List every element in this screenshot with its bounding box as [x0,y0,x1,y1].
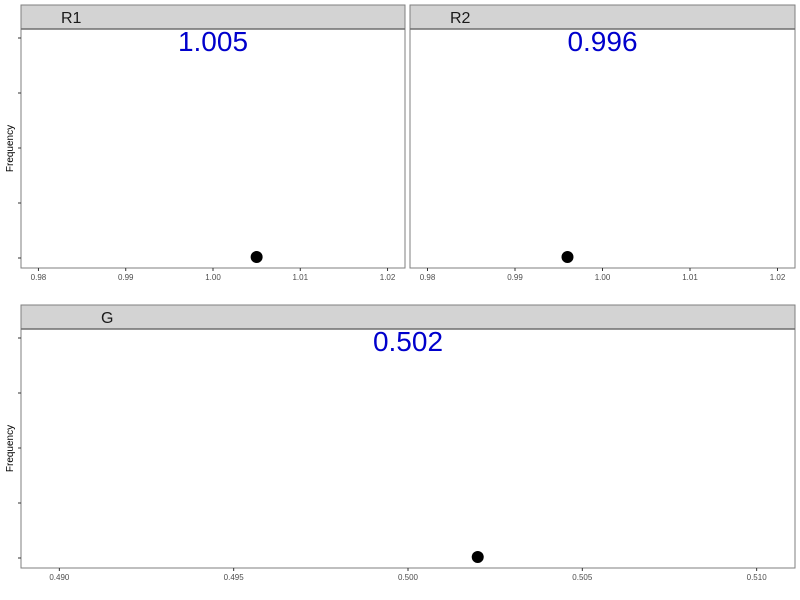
x-tick-label: 0.99 [118,273,134,282]
panel-r1: R1 1.005 0.98 0.99 1.00 1.01 1.02 Frequency [5,4,406,282]
x-tick-label: 1.02 [380,273,396,282]
panel-r2: R2 0.996 0.98 0.99 1.00 1.01 1.02 [409,4,796,282]
data-point [471,551,484,563]
x-tick-label: 0.500 [398,573,419,582]
panel-g: G 0.502 0.490 0.495 0.500 0.505 0.510 Frequency [5,304,796,582]
x-tick-label: 0.99 [507,273,523,282]
strip-label: G [101,310,113,327]
x-tick-label: 1.01 [682,273,698,282]
data-point [561,251,574,263]
x-tick-label: 0.495 [224,573,245,582]
x-tick-label: 0.490 [49,573,70,582]
strip-label: R2 [450,10,471,27]
y-axis-title: Frequency [5,425,16,472]
data-point [250,251,263,263]
x-tick-label: 0.98 [31,273,47,282]
plot-area [20,328,796,569]
y-axis-title: Frequency [5,125,16,172]
x-tick-label: 1.02 [770,273,786,282]
plot-area [409,28,796,269]
value-label: 0.996 [567,26,637,57]
strip-label: R1 [61,10,82,27]
plot-area [20,28,406,269]
value-label: 1.005 [178,26,248,57]
value-label: 0.502 [373,326,443,357]
x-tick-label: 0.505 [572,573,593,582]
x-tick-label: 0.510 [747,573,768,582]
x-tick-label: 1.00 [205,273,221,282]
strip-header [20,4,406,30]
x-tick-label: 1.00 [595,273,611,282]
x-tick-label: 0.98 [420,273,436,282]
strip-header [409,4,796,30]
x-tick-label: 1.01 [292,273,308,282]
strip-header [20,304,796,330]
